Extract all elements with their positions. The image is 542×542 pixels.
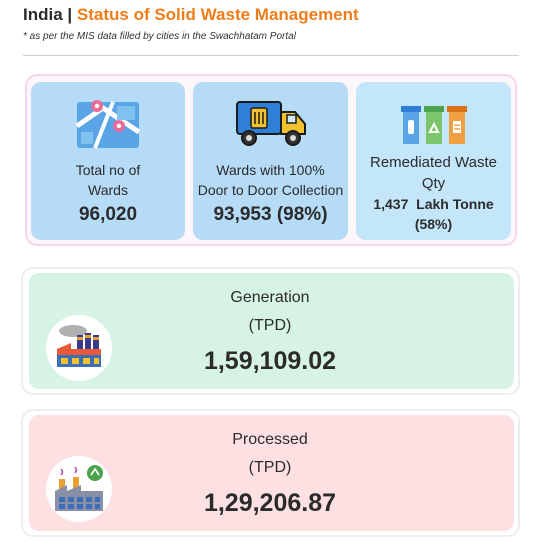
remediated-label-line2: Qty — [421, 175, 446, 192]
generation-card — [29, 273, 514, 389]
total-wards-card: Total no of Wards 96,020 — [31, 82, 185, 240]
total-wards-label-line1: Total no of — [75, 162, 141, 178]
door-to-door-label: Wards with 100% Door to Door Collection — [197, 160, 344, 200]
generation-value: 1,59,109.02 — [203, 347, 337, 375]
remediated-waste-label: Remediated Waste Qty — [360, 152, 507, 194]
remediated-waste-card: Remediated Waste Qty 1,437 Lakh Tonne (5… — [356, 82, 511, 240]
door-to-door-label-line2: Door to Door Collection — [197, 182, 344, 198]
header: India | Status of Solid Waste Management… — [23, 5, 532, 42]
header-divider — [23, 55, 519, 56]
recycle-bins-icon — [356, 102, 511, 146]
title-prefix: India | — [23, 5, 73, 24]
page-title: India | Status of Solid Waste Management — [23, 5, 532, 25]
generation-text: Generation (TPD) 1,59,109.02 — [120, 285, 420, 376]
generation-label: Generation — [230, 289, 310, 306]
processing-plant-icon — [46, 456, 112, 522]
processed-label: Processed — [232, 431, 308, 448]
door-to-door-label-line1: Wards with 100% — [216, 162, 325, 178]
data-source-note: * as per the MIS data filled by cities i… — [23, 31, 296, 42]
processed-value: 1,29,206.87 — [203, 489, 337, 517]
door-to-door-card: Wards with 100% Door to Door Collection … — [193, 82, 348, 240]
remediated-label-line1: Remediated Waste — [369, 154, 497, 171]
generation-unit: (TPD) — [248, 317, 292, 334]
total-wards-label-line2: Wards — [88, 182, 128, 198]
remediated-waste-value: 1,437 Lakh Tonne (58%) — [360, 194, 507, 234]
factory-icon — [46, 315, 112, 381]
processed-text: Processed (TPD) 1,29,206.87 — [120, 427, 420, 518]
remediated-value-qty: 1,437 Lakh Tonne — [373, 196, 494, 212]
total-wards-label: Total no of Wards — [35, 160, 181, 200]
map-icon — [31, 96, 185, 152]
remediated-value-percent: (58%) — [414, 216, 453, 232]
title-main: Status of Solid Waste Management — [76, 5, 359, 24]
processed-unit: (TPD) — [248, 459, 292, 476]
processed-card — [29, 415, 514, 531]
door-to-door-value: 93,953 (98%) — [213, 204, 328, 225]
total-wards-value: 96,020 — [78, 204, 138, 225]
garbage-truck-icon — [193, 96, 348, 152]
